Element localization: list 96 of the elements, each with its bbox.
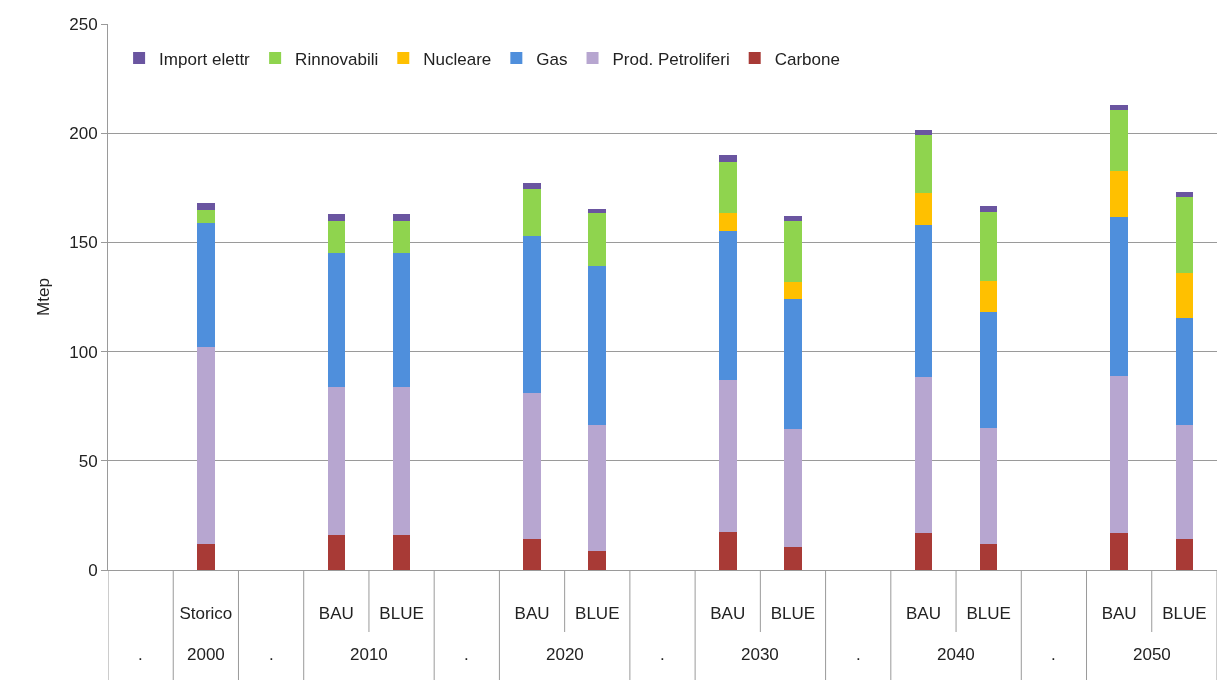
bar: [784, 281, 802, 300]
bar: [327, 214, 346, 221]
bar: [979, 312, 998, 429]
x-tick-label: BAU: [318, 604, 354, 624]
x-tick-label: BLUE: [379, 604, 424, 624]
bar: [914, 193, 933, 225]
x-tick-label: BLUE: [966, 604, 1011, 624]
y-axis-title: Mtep: [33, 278, 53, 316]
bar: [1110, 171, 1128, 218]
text: .: [269, 645, 274, 664]
text: 2010: [350, 645, 388, 664]
y-tick-label: 100: [69, 342, 98, 362]
bar: [1110, 375, 1128, 533]
bar: [588, 212, 607, 267]
x-tick-label: BAU: [514, 604, 550, 624]
legend-label: Import elettr: [159, 49, 251, 69]
legend-label: Gas: [536, 49, 568, 69]
bar: [523, 393, 541, 540]
bar: [979, 280, 998, 313]
bar: [197, 222, 215, 348]
bar: [1175, 192, 1194, 197]
bar: [718, 212, 737, 232]
bar: [1110, 217, 1128, 376]
bar: [1175, 424, 1194, 540]
legend-label: Prod. Petroliferi: [612, 49, 730, 69]
bar: [1110, 104, 1128, 111]
bar: [979, 543, 998, 570]
x-tick-label: BLUE: [1162, 604, 1207, 624]
bar: [523, 183, 541, 189]
bar: [784, 429, 802, 548]
bar: [327, 253, 346, 387]
x-tick-label: BAU: [905, 604, 941, 624]
text: 2000: [187, 645, 225, 664]
bar: [588, 551, 607, 570]
text: 2050: [1133, 645, 1171, 664]
text: .: [856, 645, 861, 664]
bar: [914, 376, 933, 533]
bar: [1175, 317, 1194, 425]
bar: [1110, 110, 1128, 172]
bar: [914, 135, 933, 194]
bar: [718, 379, 737, 532]
bar: [392, 535, 411, 570]
y-tick-label: 200: [69, 124, 98, 144]
bar: [1110, 532, 1128, 570]
bar: [197, 203, 215, 210]
x-tick-label: BAU: [1101, 604, 1137, 624]
bar: [914, 532, 933, 570]
x-tick-label: Storico: [179, 604, 233, 624]
bar: [327, 220, 346, 254]
y-tick-label: 150: [69, 233, 98, 253]
legend-label: Rinnovabili: [295, 49, 379, 69]
bar: [718, 531, 737, 570]
bar: [914, 224, 933, 377]
bar: [197, 543, 215, 570]
bar: [718, 155, 737, 162]
bar: [784, 220, 802, 282]
bar: [392, 386, 411, 536]
x-tick-label: BAU: [710, 604, 746, 624]
bar: [327, 535, 346, 570]
bar: [523, 235, 541, 394]
text: 2030: [741, 645, 779, 664]
bar: [1175, 196, 1194, 273]
text: .: [1051, 645, 1056, 664]
bar: [784, 216, 802, 221]
text: .: [464, 645, 469, 664]
x-tick-label: BLUE: [575, 604, 620, 624]
bar: [392, 214, 411, 221]
bar: [979, 206, 998, 212]
bar: [979, 211, 998, 281]
bar: [523, 539, 541, 570]
bar: [718, 161, 737, 213]
bar: [197, 347, 215, 544]
legend-label: Carbone: [774, 49, 840, 69]
bar: [197, 209, 215, 223]
text: .: [138, 645, 143, 664]
text: 2020: [546, 645, 584, 664]
bar: [784, 547, 802, 570]
bar: [588, 424, 607, 552]
bar: [718, 231, 737, 380]
legend-label: Nucleare: [423, 49, 492, 69]
bar: [392, 220, 411, 254]
bar: [588, 208, 607, 213]
y-tick-label: 50: [78, 451, 98, 471]
bar: [588, 266, 607, 425]
text: .: [660, 645, 665, 664]
bar: [523, 188, 541, 236]
x-tick-label: BLUE: [770, 604, 816, 624]
text: 2040: [937, 645, 975, 664]
y-tick-label: 250: [69, 14, 98, 34]
bar: [392, 253, 411, 387]
bar: [979, 428, 998, 544]
y-tick-label: 0: [88, 560, 98, 580]
bar: [327, 386, 346, 536]
bar: [784, 299, 802, 430]
bar: [1175, 539, 1194, 570]
bar: [1175, 272, 1194, 318]
